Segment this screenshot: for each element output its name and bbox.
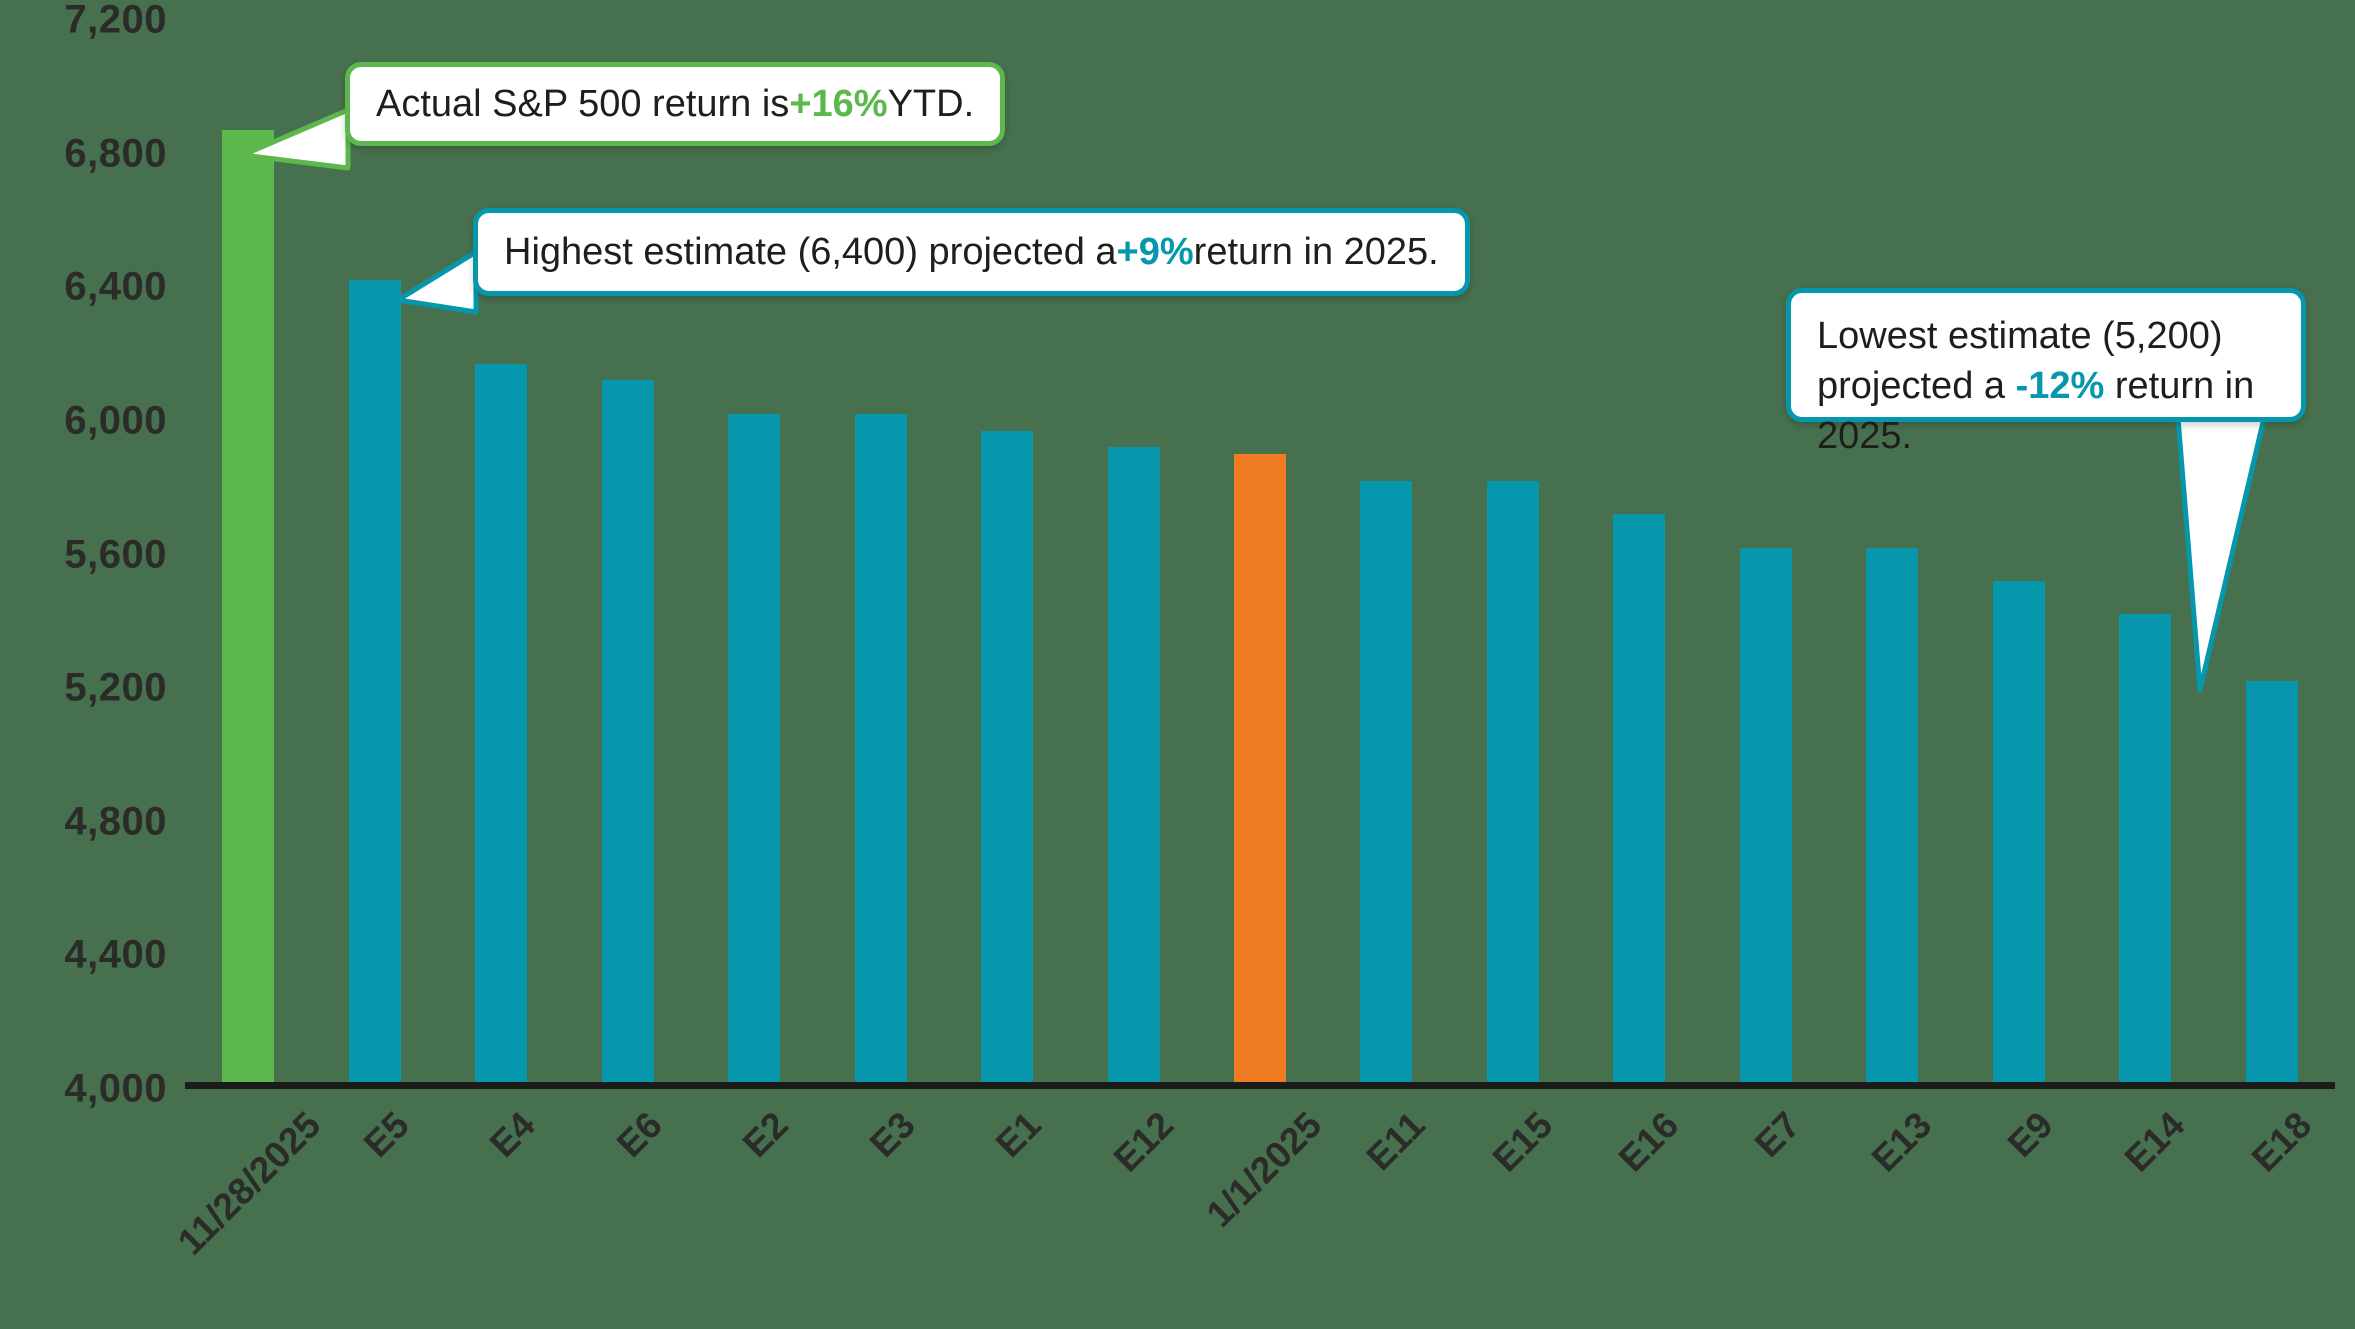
x-axis-label-E7: E7 [1746, 1104, 1808, 1165]
x-axis-label-E13: E13 [1864, 1104, 1940, 1180]
callout-highest-highlight: +9% [1116, 230, 1194, 273]
bar-slot [817, 20, 943, 1082]
x-axis-label-E1: E1 [987, 1104, 1049, 1165]
x-slot: E1 [944, 1096, 1070, 1306]
bar-slot [1323, 20, 1449, 1082]
y-axis-tick: 5,200 [64, 665, 167, 710]
y-axis-tick: 4,400 [64, 932, 167, 977]
bar-1-1-2025[interactable] [1233, 453, 1286, 1082]
x-slot: 1/1/2025 [1197, 1096, 1329, 1306]
x-axis-label-E18: E18 [2243, 1104, 2320, 1180]
x-slot: E15 [1450, 1096, 1576, 1306]
callout-actual-pre: Actual S&P 500 return is [376, 82, 790, 125]
bar-E3[interactable] [854, 413, 907, 1082]
bar-slot [2209, 20, 2335, 1082]
bar-E13[interactable] [1866, 547, 1919, 1082]
x-slot: E4 [438, 1096, 564, 1306]
bar-slot [438, 20, 564, 1082]
bar-E12[interactable] [1107, 447, 1160, 1082]
bar-E11[interactable] [1360, 480, 1413, 1082]
x-axis: 11/28/2025 E5 E4 E6 E2 E3 E1 E12 1/1/2025 E11 E15 E… [170, 1096, 2335, 1306]
x-axis-label-E12: E12 [1105, 1104, 1181, 1180]
callout-actual-return: Actual S&P 500 return is +16% YTD. [345, 62, 1006, 146]
bar-slot [311, 20, 437, 1082]
bar-E9[interactable] [1992, 580, 2045, 1082]
x-slot: E6 [564, 1096, 690, 1306]
x-axis-label-E2: E2 [734, 1104, 796, 1165]
x-slot: E13 [1829, 1096, 1955, 1306]
callout-lowest-estimate: Lowest estimate (5,200) projected a -12%… [1786, 288, 2306, 457]
callout-lowest-highlight: -12% [2015, 365, 2105, 408]
x-axis-label-1-1-2025: 1/1/2025 [1198, 1104, 1330, 1235]
x-slot: E18 [2209, 1096, 2335, 1306]
x-slot: E12 [1070, 1096, 1196, 1306]
bar-slot [185, 20, 311, 1082]
x-axis-label-E14: E14 [2117, 1104, 2193, 1180]
x-axis-label-E16: E16 [1611, 1104, 1687, 1180]
bar-11-28-2025[interactable] [222, 129, 275, 1082]
bar-slot [691, 20, 817, 1082]
bar-slot [1197, 20, 1323, 1082]
x-axis-label-11-28-2025: 11/28/2025 [170, 1104, 329, 1263]
y-axis-tick: 7,200 [64, 0, 167, 42]
y-axis-tick: 6,800 [64, 131, 167, 176]
x-axis-label-E4: E4 [482, 1104, 544, 1165]
bar-slot [1070, 20, 1196, 1082]
callout-lowest-line2: projected a -12% return in 2025. [1817, 361, 2277, 461]
bar-E2[interactable] [728, 413, 781, 1082]
x-axis-label-E3: E3 [861, 1104, 923, 1165]
bar-slot [1956, 20, 2082, 1082]
bar-slot [564, 20, 690, 1082]
x-axis-label-E5: E5 [355, 1104, 417, 1165]
callout-actual-post: YTD. [887, 82, 975, 125]
bar-slot [2082, 20, 2208, 1082]
y-axis-tick: 6,400 [64, 264, 167, 309]
bar-E15[interactable] [1486, 480, 1539, 1082]
bar-series [185, 20, 2335, 1082]
bar-E4[interactable] [475, 363, 528, 1082]
callout-lowest-post: return in 2025. [1817, 365, 2255, 458]
bar-slot [1703, 20, 1829, 1082]
x-slot: E16 [1576, 1096, 1702, 1306]
x-slot: E5 [311, 1096, 437, 1306]
x-slot: E9 [1956, 1096, 2082, 1306]
x-axis-label-E6: E6 [608, 1104, 670, 1165]
bar-E7[interactable] [1739, 547, 1792, 1082]
x-axis-line [185, 1082, 2335, 1089]
x-axis-label-E11: E11 [1359, 1104, 1434, 1179]
bar-slot [1829, 20, 1955, 1082]
x-slot: 11/28/2025 [170, 1096, 328, 1306]
bar-E5[interactable] [348, 280, 401, 1082]
y-axis-tick: 4,800 [64, 799, 167, 844]
bar-E1[interactable] [981, 430, 1034, 1082]
x-axis-label-E9: E9 [1999, 1104, 2061, 1165]
x-slot: E11 [1323, 1096, 1449, 1306]
y-axis-tick: 4,000 [64, 1066, 167, 1111]
callout-lowest-line1: Lowest estimate (5,200) [1817, 315, 2223, 357]
y-axis-tick: 5,600 [64, 532, 167, 576]
callout-highest-pre: Highest estimate (6,400) projected a [504, 230, 1117, 273]
bar-slot [944, 20, 1070, 1082]
x-slot: E7 [1703, 1096, 1829, 1306]
callout-highest-post: return in 2025. [1193, 230, 1439, 273]
callout-highest-estimate: Highest estimate (6,400) projected a +9%… [473, 208, 1470, 296]
x-slot: E14 [2082, 1096, 2208, 1306]
x-axis-label-E15: E15 [1484, 1104, 1561, 1180]
x-slot: E2 [691, 1096, 817, 1306]
bar-E18[interactable] [2245, 681, 2298, 1082]
y-axis-tick: 6,000 [64, 398, 167, 443]
bar-E6[interactable] [601, 380, 654, 1082]
plot-area [185, 20, 2335, 1089]
x-slot: E3 [817, 1096, 943, 1306]
bar-E14[interactable] [2119, 614, 2172, 1082]
callout-actual-highlight: +16% [789, 82, 888, 125]
bar-E16[interactable] [1613, 514, 1666, 1082]
bar-slot [1450, 20, 1576, 1082]
callout-lowest-pre: projected a [1817, 365, 2016, 408]
y-axis: 7,200 6,800 6,400 6,000 5,600 5,200 4,800 4,400… [0, 0, 185, 1111]
bar-slot [1576, 20, 1702, 1082]
